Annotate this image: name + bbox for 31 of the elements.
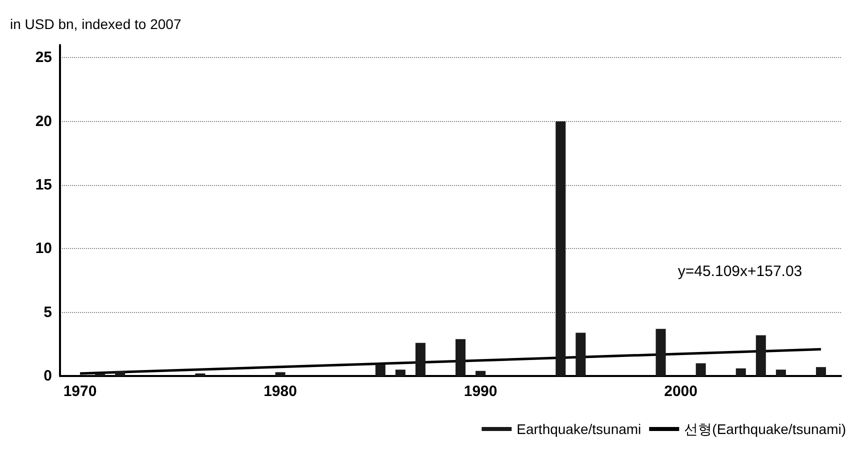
legend-label: Earthquake/tsunami (516, 421, 642, 437)
x-tick-label: 2000 (664, 383, 698, 400)
bar (476, 370, 486, 376)
x-tick-label: 1980 (264, 383, 297, 400)
bar (756, 335, 766, 376)
bar (656, 328, 666, 376)
annotation: y=45.109x+157.03 (678, 263, 802, 280)
bar (95, 373, 106, 376)
y-tick-label: 5 (44, 304, 52, 321)
bar (195, 373, 206, 376)
x-tick-label: 1970 (63, 383, 97, 400)
y-tick-label: 10 (35, 240, 52, 258)
bar (115, 370, 126, 376)
y-tick-label: 0 (44, 368, 52, 384)
bar (576, 332, 586, 376)
bar (415, 342, 426, 376)
x-tick-label: 1990 (464, 383, 498, 400)
bar (556, 121, 566, 376)
bar (696, 363, 706, 376)
bar (375, 364, 386, 376)
y-axis-title: in USD bn, indexed to 2007 (10, 16, 182, 32)
y-tick-label: 15 (35, 176, 52, 194)
bar (456, 339, 466, 376)
bar (275, 372, 286, 376)
bar (736, 368, 746, 376)
bar (395, 370, 406, 376)
bar (776, 370, 786, 376)
legend-label: 선형(Earthquake/tsunami) (684, 421, 846, 437)
y-tick-label: 25 (35, 49, 52, 66)
bar (816, 367, 826, 376)
y-tick-label: 20 (35, 112, 52, 130)
